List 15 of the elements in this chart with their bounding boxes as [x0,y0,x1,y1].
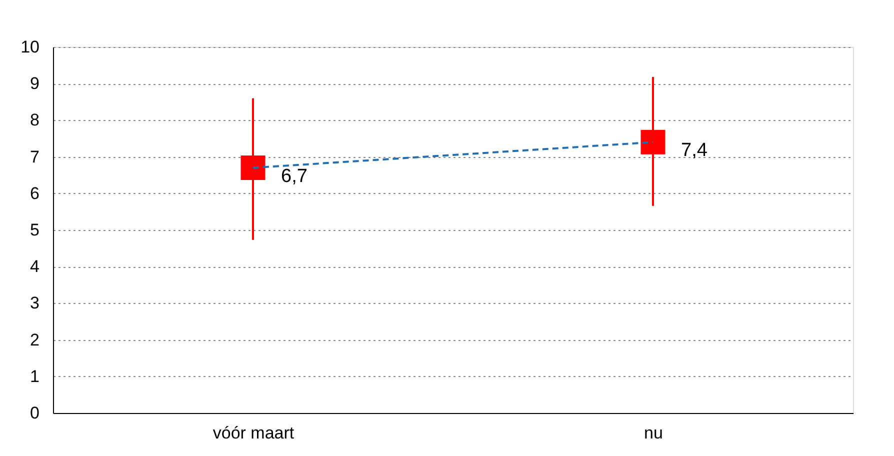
y-tick-label: 3 [30,294,40,313]
y-tick-label: 10 [20,38,40,56]
y-tick-label: 1 [30,366,40,386]
y-tick-label: 6 [30,184,40,203]
y-tick-label: 9 [30,74,40,94]
data-label: 7,4 [681,140,708,162]
y-tick-label: 4 [30,257,40,276]
y-tick-label: 0 [30,404,40,422]
y-tick-label: 5 [30,220,40,240]
x-tick-label: vóór maart [212,424,294,442]
x-tick-label: nu [644,424,663,442]
y-tick-label: 8 [30,110,40,130]
data-label: 6,7 [281,166,308,187]
y-tick-label: 7 [30,147,40,166]
y-tick-label: 2 [30,330,40,350]
